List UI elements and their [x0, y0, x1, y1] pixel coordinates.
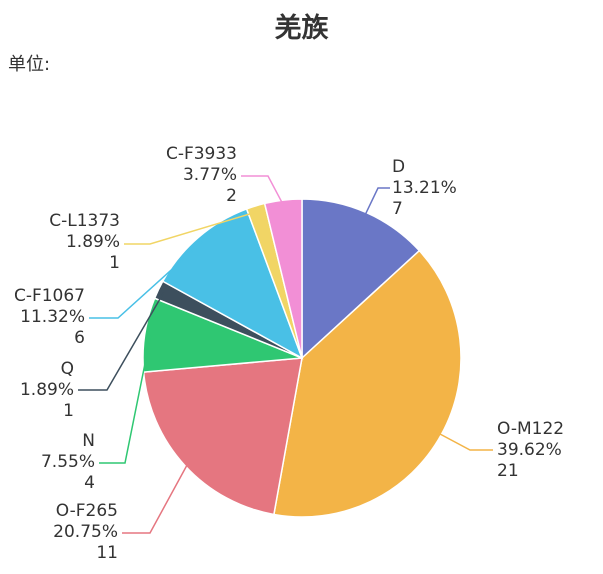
- slice-label-name: N: [82, 431, 95, 451]
- leader-line-O-F265: [122, 460, 190, 534]
- slice-label-value: 21: [497, 461, 519, 481]
- pie-slice-O-F265[interactable]: [142, 357, 303, 516]
- pie-slice-C-F3933[interactable]: [263, 198, 303, 359]
- slice-label-percent: 11.32%: [20, 307, 85, 327]
- slice-label-percent: 7.55%: [41, 452, 95, 472]
- leader-line-C-F3933: [241, 175, 285, 207]
- slice-label-name: C-F3933: [166, 144, 237, 164]
- chart-title: 羌族: [274, 13, 329, 44]
- slice-label-value: 2: [226, 186, 237, 206]
- slice-label-value: 6: [74, 328, 85, 348]
- leader-line-C-L1373: [124, 210, 258, 245]
- slice-label-name: C-L1373: [49, 211, 120, 231]
- leader-line-N: [99, 335, 152, 464]
- slice-label-value: 11: [96, 543, 118, 563]
- slice-label-name: O-M122: [497, 419, 564, 439]
- slice-label-value: 4: [84, 473, 95, 493]
- slice-label-percent: 13.21%: [392, 178, 457, 198]
- leader-line-D: [363, 187, 390, 219]
- slice-label-name: C-F1067: [14, 286, 85, 306]
- slice-label-name: Q: [61, 359, 74, 379]
- slice-label-value: 1: [63, 401, 74, 421]
- slice-label-value: 7: [392, 199, 403, 219]
- unit-label: 单位:: [8, 54, 51, 75]
- slice-label-name: D: [392, 157, 405, 177]
- leader-line-C-F1067: [89, 241, 203, 319]
- slice-label-percent: 1.89%: [66, 232, 120, 252]
- slice-label-percent: 1.89%: [20, 380, 74, 400]
- slice-label-percent: 39.62%: [497, 440, 562, 460]
- slice-label-value: 1: [109, 253, 120, 273]
- leader-line-O-M122: [435, 431, 493, 451]
- leader-line-Q: [78, 291, 165, 391]
- slice-label-name: O-F265: [56, 501, 118, 521]
- slice-label-percent: 20.75%: [53, 522, 118, 542]
- slice-label-percent: 3.77%: [183, 165, 237, 185]
